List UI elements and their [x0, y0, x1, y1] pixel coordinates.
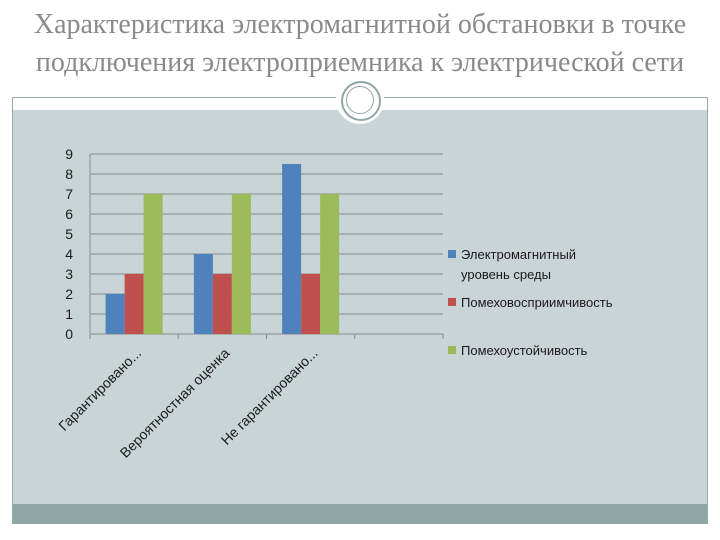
- legend-swatch: [448, 250, 456, 258]
- bar-series1-cat3: [282, 164, 302, 334]
- y-tick-label: 1: [65, 306, 73, 322]
- y-tick-label: 8: [65, 166, 73, 182]
- footer-band: [12, 504, 708, 524]
- y-tick-label: 7: [65, 186, 73, 202]
- bar-series3-cat2: [231, 194, 251, 334]
- y-tick-label: 4: [65, 246, 73, 262]
- circle-ornament-icon: [336, 76, 384, 124]
- legend-label: Помехоустойчивость: [461, 343, 588, 358]
- legend: Электромагнитный уровень среды Помеховоспр…: [448, 247, 613, 358]
- legend-label: Электромагнитный уровень среды: [461, 247, 576, 282]
- y-tick-label: 9: [65, 146, 73, 162]
- bar-series1-cat2: [193, 254, 213, 334]
- frame-left: [12, 97, 13, 524]
- bar-series2-cat1: [124, 274, 144, 334]
- y-tick-label: 6: [65, 206, 73, 222]
- slide-title: Характеристика электромагнитной обстанов…: [0, 6, 720, 82]
- bar-series2-cat2: [212, 274, 232, 334]
- y-tick-label: 3: [65, 266, 73, 282]
- bar-series1-cat1: [105, 294, 125, 334]
- bars: [105, 164, 340, 334]
- x-category-label: Гарантировано...: [55, 345, 144, 434]
- legend-swatch: [448, 346, 456, 354]
- y-tick-labels: 0 1 2 3 4 5 6 7 8 9: [65, 146, 73, 342]
- legend-label: Помеховосприимчивость: [461, 295, 613, 310]
- slide-title-line-2: подключения электроприемника к электриче…: [35, 47, 685, 78]
- legend-swatch: [448, 298, 456, 306]
- y-tick-label: 2: [65, 286, 73, 302]
- x-category-label: Не гарантировано...: [218, 345, 321, 448]
- bar-series3-cat1: [143, 194, 163, 334]
- y-tick-label: 5: [65, 226, 73, 242]
- bar-series2-cat3: [301, 274, 321, 334]
- slide-title-line-1: Характеристика электромагнитной обстанов…: [33, 9, 687, 40]
- frame-right: [707, 97, 708, 524]
- y-tick-label: 0: [65, 326, 73, 342]
- bar-series3-cat3: [320, 194, 340, 334]
